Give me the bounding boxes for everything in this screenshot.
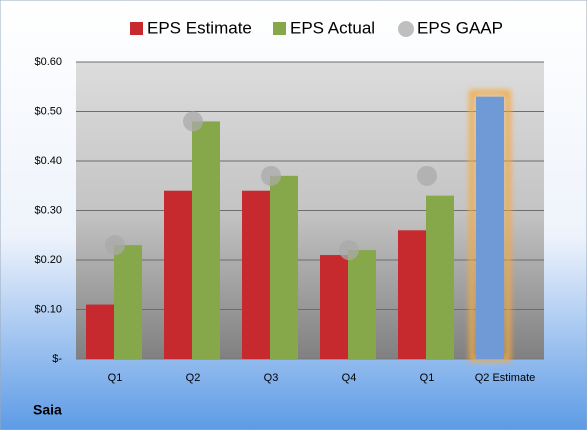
- legend-marker: [398, 21, 414, 37]
- y-tick-label: $0.40: [34, 155, 62, 167]
- x-tick-label: Q1: [108, 372, 123, 384]
- y-tick-label: $0.50: [34, 105, 62, 117]
- legend-label: EPS Estimate: [147, 18, 252, 37]
- company-name: Saia: [33, 402, 62, 418]
- gaap-marker: [183, 111, 203, 132]
- bar: [86, 304, 114, 359]
- bar: [192, 121, 220, 360]
- bar: [426, 195, 454, 359]
- legend-label: EPS Actual: [290, 18, 375, 37]
- bar: [164, 190, 192, 359]
- bar: [270, 175, 298, 359]
- gaap-marker: [261, 165, 281, 186]
- bar: [398, 230, 426, 359]
- y-tick-label: $0.10: [34, 303, 62, 315]
- legend-label: EPS GAAP: [417, 18, 503, 37]
- y-tick-label: $-: [52, 353, 62, 365]
- estimate-bar: [476, 96, 504, 360]
- x-tick-label: Q4: [342, 372, 357, 384]
- gaap-marker: [105, 235, 125, 256]
- y-tick-label: $0.30: [34, 204, 62, 216]
- bar: [242, 190, 270, 359]
- x-tick-label: Q2 Estimate: [475, 372, 536, 384]
- bar: [320, 255, 348, 359]
- bar: [114, 245, 142, 359]
- y-tick-label: $0.20: [34, 254, 62, 266]
- gaap-marker: [417, 165, 437, 186]
- gaap-marker: [339, 240, 359, 261]
- x-tick-label: Q1: [420, 372, 435, 384]
- legend-marker: [273, 22, 286, 35]
- bar: [348, 250, 376, 359]
- x-tick-label: Q2: [186, 372, 201, 384]
- x-tick-label: Q3: [264, 372, 279, 384]
- y-tick-label: $0.60: [34, 56, 62, 68]
- legend-marker: [130, 22, 143, 35]
